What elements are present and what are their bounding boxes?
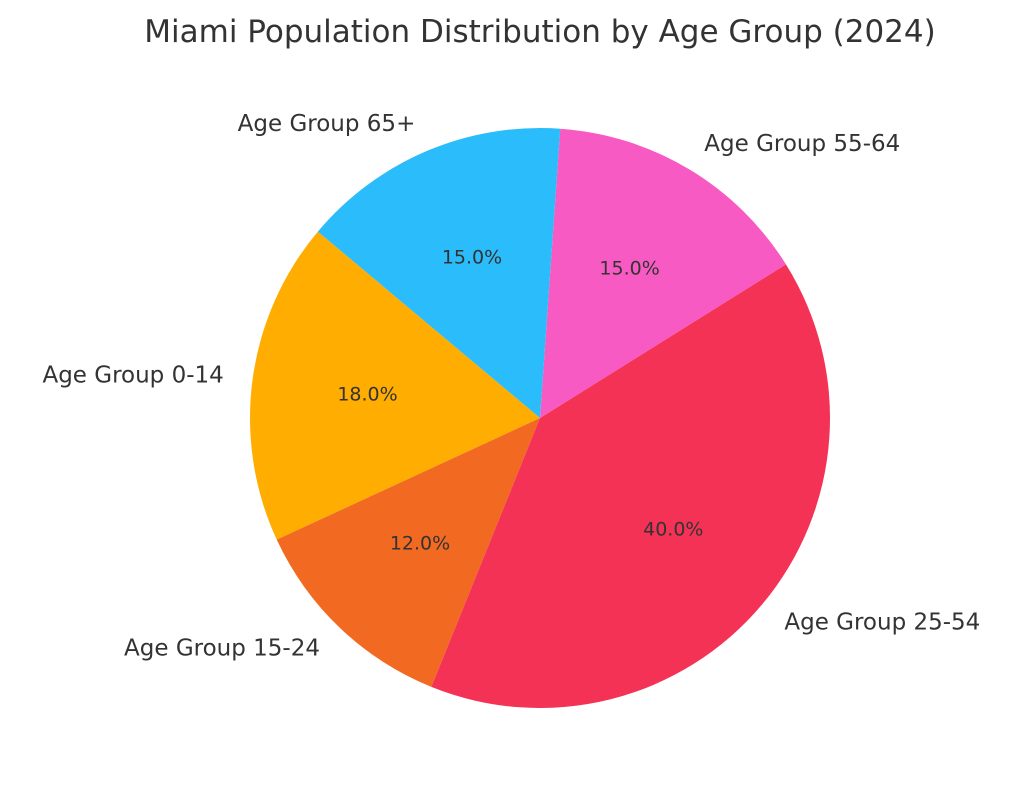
pie-slice xyxy=(540,128,786,418)
slice-label: Age Group 65+ xyxy=(238,111,416,137)
slice-percentage-label: 15.0% xyxy=(599,257,659,279)
chart-title: Miami Population Distribution by Age Gro… xyxy=(144,14,935,50)
slice-percentage-label: 40.0% xyxy=(643,518,703,540)
slice-percentage-label: 12.0% xyxy=(390,533,450,555)
pie-labels: Age Group 0-14 18.0% Age Group 15-24 12.0% A… xyxy=(42,111,980,662)
slice-label: Age Group 55-64 xyxy=(704,131,900,157)
pie-slice xyxy=(431,264,830,708)
pie-slice xyxy=(317,127,561,418)
pie-slice xyxy=(276,418,540,687)
slice-label: Age Group 25-54 xyxy=(784,610,980,636)
pie-slice xyxy=(250,231,540,540)
slice-label: Age Group 0-14 xyxy=(42,362,223,388)
slice-percentage-label: 18.0% xyxy=(337,383,397,405)
slice-percentage-label: 15.0% xyxy=(442,246,502,268)
pie-slices xyxy=(250,127,830,708)
slice-label: Age Group 15-24 xyxy=(124,636,320,662)
